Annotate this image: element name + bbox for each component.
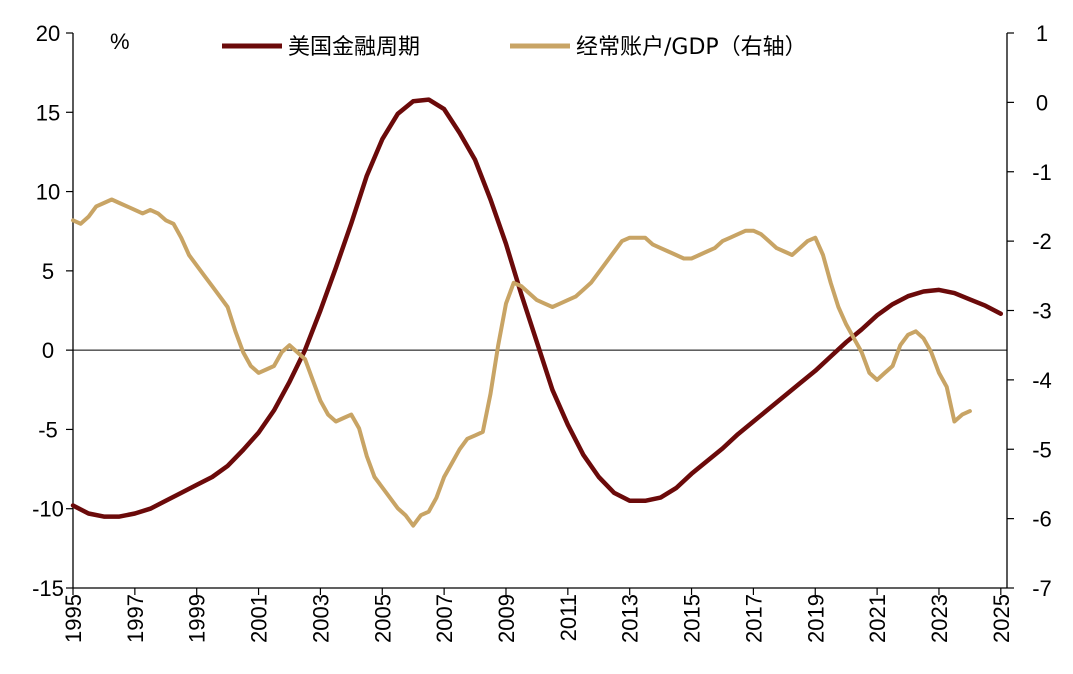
right-tick-label: -4	[1032, 368, 1052, 393]
x-axis-ticks: 1995 1997 1999 2001 2003 2005 2007 2009 2011 2013…	[61, 588, 1014, 643]
x-tick-label: 2015	[680, 594, 705, 643]
x-tick-label: 2001	[247, 594, 272, 643]
x-tick-label: 2009	[494, 594, 519, 643]
left-tick-label: -15	[32, 576, 64, 601]
left-tick-label: -5	[38, 417, 58, 442]
right-tick-label: 1	[1036, 21, 1048, 46]
x-tick-label: 2023	[927, 594, 952, 643]
right-tick-label: -3	[1032, 299, 1052, 324]
right-axis-ticks: -7 -6 -5 -4 -3 -2 -1 0 1	[1007, 21, 1052, 601]
left-tick-label: 0	[42, 338, 54, 363]
x-tick-label: 1997	[123, 594, 148, 643]
right-tick-label: -1	[1032, 160, 1052, 185]
right-tick-label: -7	[1032, 576, 1052, 601]
left-tick-label: 15	[36, 100, 60, 125]
x-tick-label: 2003	[308, 594, 333, 643]
x-tick-label: 2019	[803, 594, 828, 643]
x-tick-label: 1999	[185, 594, 210, 643]
plot-frame	[72, 33, 1008, 589]
x-tick-label: 2007	[432, 594, 457, 643]
legend-label-current-account: 经常账户/GDP（右轴）	[576, 35, 807, 60]
series-layer	[70, 97, 1004, 528]
x-tick-label: 2011	[556, 594, 581, 641]
left-tick-label: 20	[36, 21, 60, 46]
x-tick-label: 2021	[865, 594, 890, 643]
x-tick-label: 2005	[370, 594, 395, 643]
x-tick-label: 2013	[618, 594, 643, 643]
left-axis-unit-label: %	[110, 29, 130, 54]
x-tick-label: 1995	[61, 594, 86, 643]
left-tick-label: 5	[42, 259, 54, 284]
left-tick-label: 10	[36, 180, 60, 205]
right-tick-label: -6	[1032, 507, 1052, 532]
right-tick-label: 0	[1036, 90, 1048, 115]
x-tick-label: 2017	[741, 594, 766, 643]
right-tick-label: -2	[1032, 229, 1052, 254]
series-line-financial-cycle	[70, 97, 1004, 519]
right-tick-label: -5	[1032, 437, 1052, 462]
legend-label-financial-cycle: 美国金融周期	[288, 35, 420, 60]
left-tick-label: -10	[32, 497, 64, 522]
series-line-current-account	[71, 197, 972, 528]
left-axis-ticks: -15 -10 -5 0 5 10 15 20	[32, 21, 73, 601]
legend: 美国金融周期 经常账户/GDP（右轴）	[222, 35, 807, 60]
x-tick-label: 2025	[989, 594, 1014, 643]
